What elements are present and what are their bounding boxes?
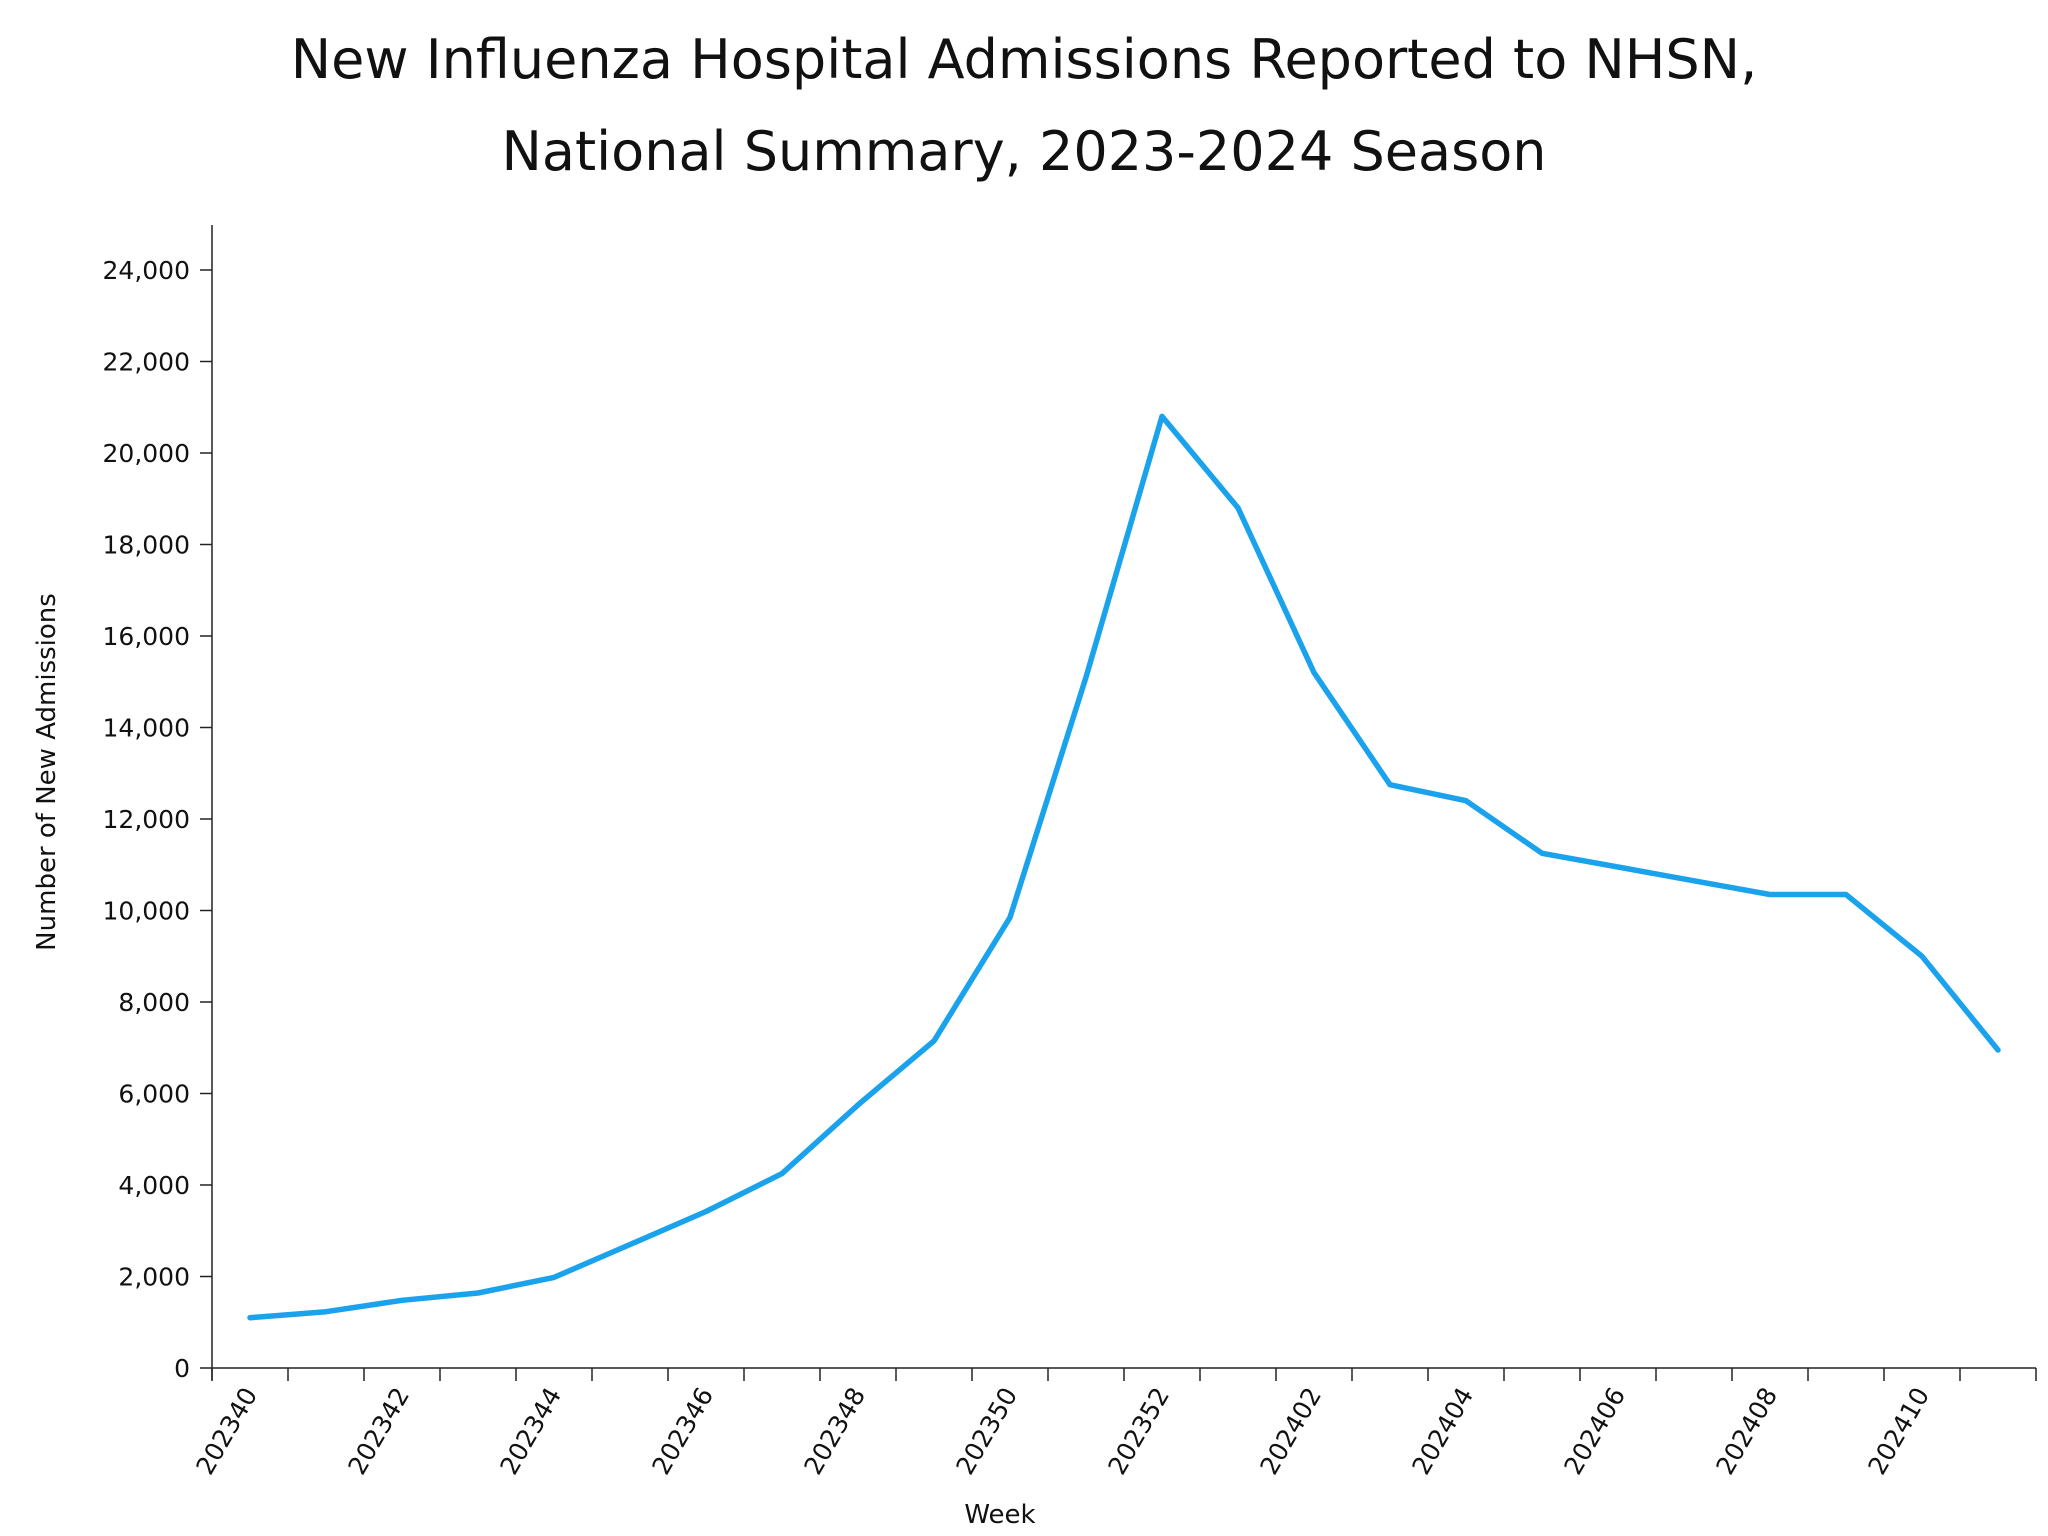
data-point — [1311, 670, 1317, 676]
y-tick-label: 12,000 — [103, 805, 190, 834]
data-point — [323, 1309, 329, 1315]
y-axis: 0 2,000 4,000 6,000 8,000 10,000 12,000 14,000 1… — [103, 225, 213, 1383]
x-tick-label: 202406 — [1558, 1383, 1631, 1480]
y-tick-label: 0 — [174, 1354, 190, 1383]
y-tick-label: 8,000 — [118, 988, 190, 1017]
x-tick-label: 202410 — [1862, 1383, 1935, 1480]
data-point — [1159, 413, 1165, 419]
chart-title-line-2: National Summary, 2023-2024 Season — [501, 120, 1547, 183]
data-point — [1387, 782, 1393, 788]
data-point — [1007, 914, 1013, 920]
series-line — [247, 413, 2001, 1321]
data-point — [1235, 505, 1241, 511]
data-point — [1919, 953, 1925, 959]
y-tick-label: 14,000 — [103, 714, 190, 743]
chart-title: New Influenza Hospital Admissions Report… — [0, 14, 2048, 198]
data-point — [475, 1290, 481, 1296]
data-point — [1995, 1047, 2001, 1053]
data-point — [931, 1038, 937, 1044]
x-axis: 202340 202342 202344 202346 202348 202350 2023… — [190, 1367, 2037, 1480]
y-tick-label: 24,000 — [103, 256, 190, 285]
data-point — [779, 1171, 785, 1177]
data-point — [1843, 891, 1849, 897]
x-tick-label: 202344 — [494, 1383, 567, 1480]
data-point — [399, 1297, 405, 1303]
x-tick-label: 202402 — [1254, 1383, 1327, 1480]
data-point — [1615, 864, 1621, 870]
x-tick-label: 202348 — [798, 1383, 871, 1480]
data-point — [703, 1209, 709, 1215]
y-tick-label: 16,000 — [103, 622, 190, 651]
data-point — [551, 1274, 557, 1280]
data-point — [1691, 878, 1697, 884]
x-tick-label: 202404 — [1406, 1383, 1479, 1480]
y-tick-label: 2,000 — [118, 1263, 190, 1292]
x-axis-title: Week — [964, 1500, 1035, 1530]
x-tick-label: 202340 — [190, 1383, 263, 1480]
data-point — [627, 1241, 633, 1247]
y-tick-label: 20,000 — [103, 439, 190, 468]
y-tick-label: 10,000 — [103, 897, 190, 926]
x-tick-label: 202408 — [1710, 1383, 1783, 1480]
y-axis-title: Number of New Admissions — [32, 593, 62, 951]
chart-title-line-1: New Influenza Hospital Admissions Report… — [290, 28, 1758, 91]
data-point — [855, 1102, 861, 1108]
series-group — [247, 413, 2001, 1321]
data-point — [1083, 674, 1089, 680]
data-point — [247, 1315, 253, 1321]
x-tick-label: 202352 — [1102, 1383, 1175, 1480]
y-tick-label: 4,000 — [118, 1171, 190, 1200]
y-tick-label: 22,000 — [103, 348, 190, 377]
data-point — [1767, 891, 1773, 897]
y-tick-label: 18,000 — [103, 531, 190, 560]
x-tick-label: 202342 — [342, 1383, 415, 1480]
x-tick-label: 202346 — [646, 1383, 719, 1480]
data-point — [1539, 850, 1545, 856]
data-point — [1463, 798, 1469, 804]
y-tick-label: 6,000 — [118, 1080, 190, 1109]
x-tick-label: 202350 — [950, 1383, 1023, 1480]
